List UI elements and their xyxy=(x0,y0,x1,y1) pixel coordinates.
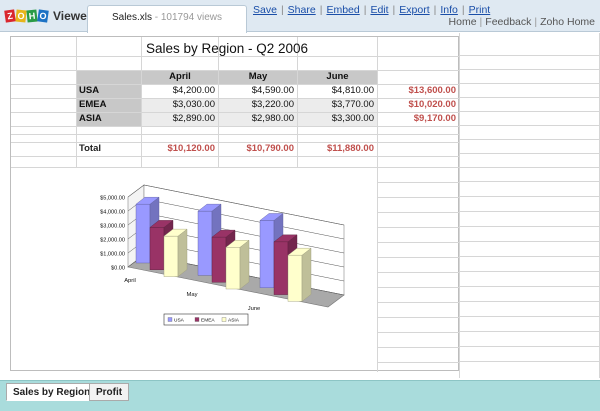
chart-bar-top xyxy=(273,234,298,243)
chart-y-tick-label: $0.00 xyxy=(111,266,125,272)
chart-bar-top xyxy=(163,228,188,237)
home-link[interactable]: Home xyxy=(448,16,477,28)
spreadsheet-area: Sales by Region - Q2 2006 April May June… xyxy=(0,33,600,378)
save-link[interactable]: Save xyxy=(253,4,277,16)
cell-asia-may: $2,980.00 xyxy=(219,112,297,126)
logo-letter-z: Z xyxy=(4,9,16,23)
sales-bar-chart: $0.00 $1,000.00 $2,000.00 $3,000.00 $4,000.0… xyxy=(100,184,345,326)
row-label-asia: ASIA xyxy=(77,112,141,126)
export-link[interactable]: Export xyxy=(399,4,430,16)
row-label-usa: USA xyxy=(77,84,141,98)
chart-bar xyxy=(273,241,289,295)
zoho-logo[interactable]: Z O H O Viewer xyxy=(4,9,92,23)
chart-bar-side xyxy=(239,239,250,290)
chart-legend-swatch xyxy=(167,317,173,322)
chart-y-tick-label: $2,000.00 xyxy=(100,238,125,244)
cell-emea-april: $3,030.00 xyxy=(142,98,218,112)
total-may: $10,790.00 xyxy=(246,143,294,154)
action-links: Save | Share | Embed | Edit | Export | Info | Print xyxy=(253,4,491,16)
chart-bar xyxy=(225,247,241,290)
chart-x-tick-label: April xyxy=(124,278,136,284)
cell-asia-june: $3,300.00 xyxy=(298,112,377,126)
chart-legend-label: EMEA xyxy=(201,317,215,323)
site-links: Home | Feedback | Zoho Home xyxy=(448,16,595,28)
edit-link[interactable]: Edit xyxy=(370,4,389,16)
chart-bar-top xyxy=(225,240,250,248)
chart-legend xyxy=(163,313,249,326)
chart-x-tick-label: May xyxy=(187,292,198,298)
logo-letter-h: H xyxy=(26,9,38,23)
chart-y-tick-label: $5,000.00 xyxy=(100,196,125,202)
total-april: $10,120.00 xyxy=(167,143,215,154)
chart-bar xyxy=(287,254,303,302)
chart-bar-top xyxy=(135,196,160,205)
column-header-april: April xyxy=(142,70,218,84)
chart-legend-swatch xyxy=(221,317,227,322)
cell-emea-total: $10,020.00 xyxy=(408,99,456,110)
chart-y-tick-label: $3,000.00 xyxy=(100,224,125,230)
chart-bar xyxy=(211,236,227,283)
cell-usa-april: $4,200.00 xyxy=(172,85,215,96)
tab-profit[interactable]: Profit xyxy=(89,383,130,401)
cell-asia-april: $2,890.00 xyxy=(142,112,218,126)
chart-x-tick-label: June xyxy=(248,306,261,312)
chart-bar xyxy=(259,220,275,288)
cell-usa-total: $13,600.00 xyxy=(408,85,456,96)
file-name: Sales.xls xyxy=(111,12,152,23)
sheet-page: Sales by Region - Q2 2006 April May June… xyxy=(10,36,460,372)
cell-emea-may: $3,220.00 xyxy=(219,98,297,112)
chart-legend-label: USA xyxy=(174,317,185,323)
share-link[interactable]: Share xyxy=(287,4,316,16)
chart-bar-side xyxy=(301,247,312,302)
print-link[interactable]: Print xyxy=(468,4,491,16)
grid-line xyxy=(459,33,460,378)
chart-y-tick-label: $1,000.00 xyxy=(100,252,125,258)
logo-letter-o: O xyxy=(15,9,27,23)
chart-bar-top xyxy=(211,229,236,238)
chart-gridline xyxy=(143,198,345,240)
chart-y-tick-label: $4,000.00 xyxy=(100,210,125,216)
chart-bar-top xyxy=(197,203,222,212)
chart-legend-swatch xyxy=(194,317,200,322)
logo-letter-o2: O xyxy=(37,9,49,23)
total-june: $11,880.00 xyxy=(326,143,374,154)
cell-emea-june: $3,770.00 xyxy=(298,98,377,112)
file-views: 101794 views xyxy=(160,12,223,23)
chart-bar-top xyxy=(259,213,284,221)
chart-gridline xyxy=(143,184,345,226)
tab-sales-by-region[interactable]: Sales by Region xyxy=(6,383,98,401)
column-header-june: June xyxy=(298,70,377,84)
cell-usa-june: $4,810.00 xyxy=(331,85,374,96)
chart-bar xyxy=(135,204,151,264)
logo-viewer-label: Viewer xyxy=(53,9,92,23)
cell-asia-total: $9,170.00 xyxy=(413,113,456,124)
sheet-title: Sales by Region - Q2 2006 xyxy=(145,41,309,56)
chart-bar xyxy=(197,210,213,276)
chart-bar-side xyxy=(177,228,188,278)
info-link[interactable]: Info xyxy=(440,4,458,16)
chart-gridline xyxy=(127,184,145,198)
row-label-emea: EMEA xyxy=(77,98,141,112)
chart-bar xyxy=(163,235,179,277)
column-header-may: May xyxy=(219,70,297,84)
chart-bar-top xyxy=(149,220,174,228)
chart-legend-label: ASIA xyxy=(228,317,240,323)
feedback-link[interactable]: Feedback xyxy=(485,16,532,28)
top-bar: Z O H O Viewer Sales.xls - 101794 views … xyxy=(0,0,600,33)
zoho-home-link[interactable]: Zoho Home xyxy=(540,16,595,28)
chart-bar xyxy=(149,227,165,270)
sheet-tab-bar: Sales by Region Profit xyxy=(0,380,600,411)
chart-gridline xyxy=(143,212,345,254)
embed-link[interactable]: Embed xyxy=(326,4,360,16)
file-tab[interactable]: Sales.xls - 101794 views xyxy=(87,5,247,33)
chart-bar-top xyxy=(287,247,312,256)
cell-usa-may: $4,590.00 xyxy=(251,85,294,96)
total-label: Total xyxy=(79,143,101,154)
